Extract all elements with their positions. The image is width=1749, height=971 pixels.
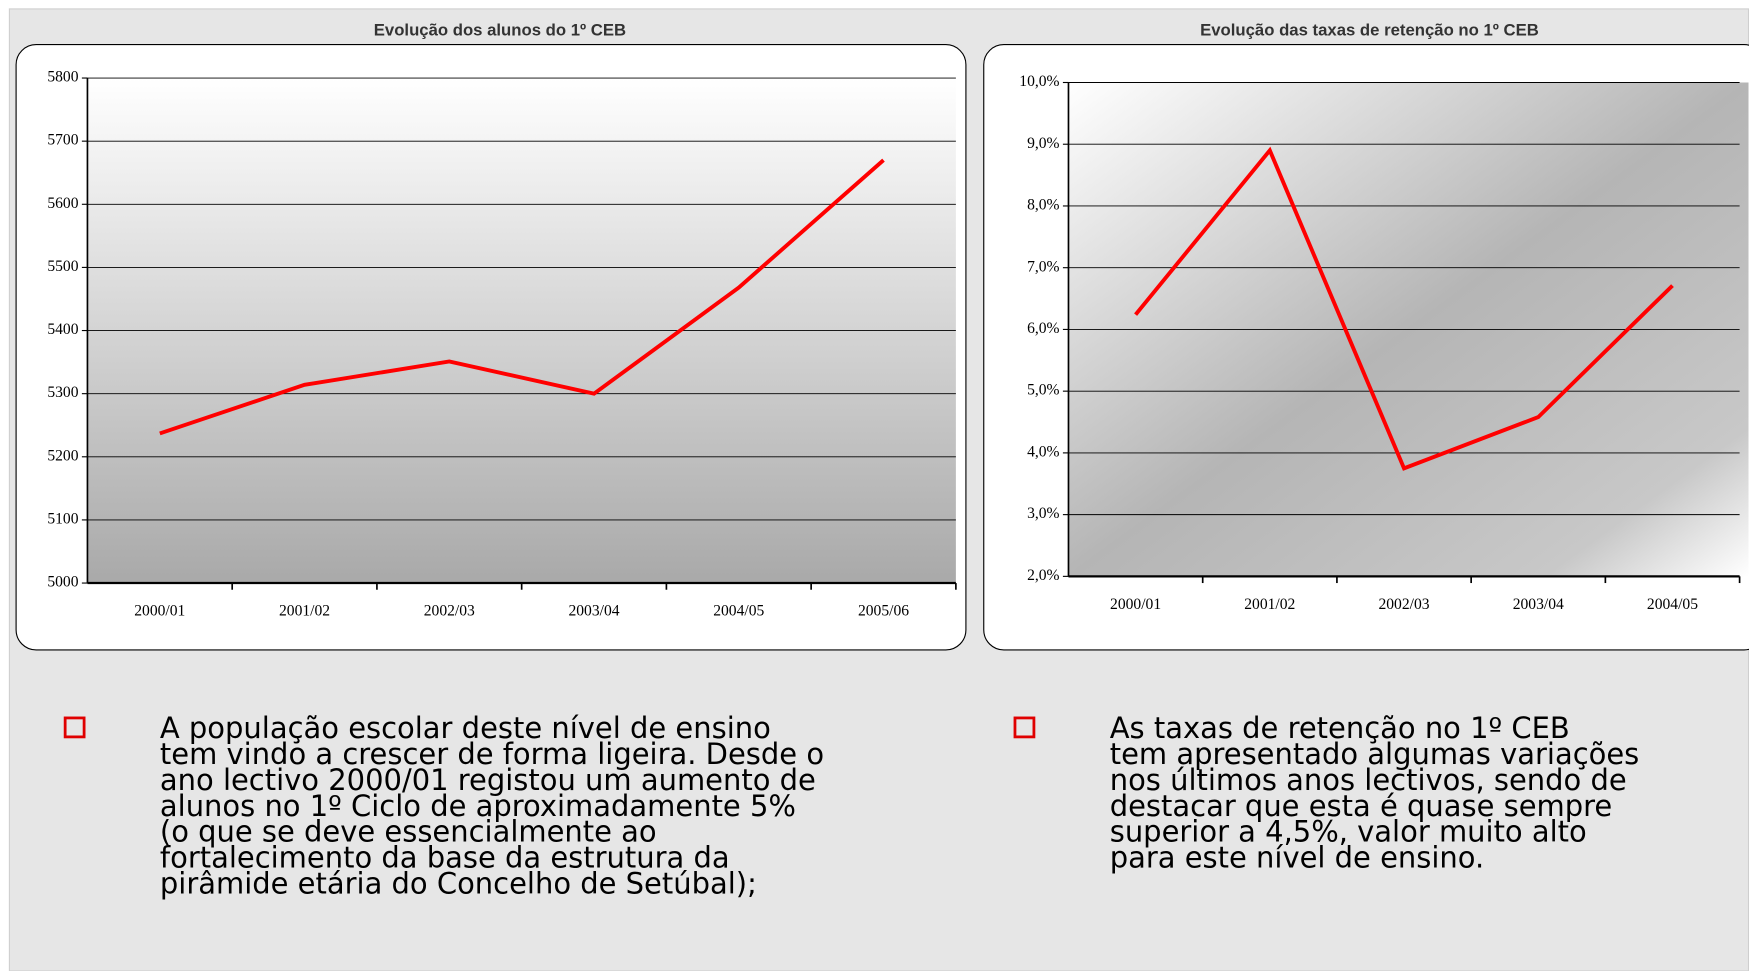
y-tick-label: 5400 (47, 321, 78, 338)
chart-title: Evolução das taxas de retenção no 1º CEB (1200, 21, 1539, 40)
y-tick-label: 5800 (47, 69, 78, 86)
y-tick-label: 6,0% (1027, 320, 1059, 337)
x-tick-label: 2004/05 (713, 603, 764, 620)
bullet-text: nos últimos anos lectivos, sendo de (1110, 763, 1627, 797)
bullet-marker (1013, 716, 1036, 739)
bullet-text: ano lectivo 2000/01 registou um aumento … (160, 763, 816, 797)
x-tick-label: 2001/02 (1244, 596, 1295, 613)
y-tick-label: 2,0% (1027, 567, 1059, 584)
x-tick-label: 2002/03 (1378, 596, 1429, 613)
bullet-text: para este nível de ensino. (1110, 841, 1484, 875)
y-tick-label: 5600 (47, 195, 78, 212)
bullet-text: (o que se deve essencialmente ao (160, 815, 657, 849)
data-line (1134, 146, 1674, 471)
bullet-text: destacar que esta é quase sempre (1110, 789, 1613, 823)
y-tick-label: 7,0% (1027, 258, 1059, 275)
data-line (159, 158, 885, 436)
y-tick-label: 5300 (47, 384, 78, 401)
bullet-text: fortalecimento da base da estrutura da (160, 841, 730, 875)
bullet-text: A população escolar deste nível de ensin… (160, 711, 771, 745)
bullet-text: alunos no 1º Ciclo de aproximadamente 5% (160, 789, 796, 823)
bullet-text: tem vindo a crescer de forma ligeira. De… (160, 737, 824, 771)
chart-title: Evolução dos alunos do 1º CEB (374, 21, 626, 40)
y-tick-label: 5700 (47, 132, 78, 149)
y-tick-label: 4,0% (1027, 443, 1059, 460)
x-tick-label: 2003/04 (1513, 596, 1564, 613)
x-tick-label: 2000/01 (1110, 596, 1161, 613)
bullet-text: tem apresentado algumas variações (1110, 737, 1640, 771)
x-tick-label: 2002/03 (424, 603, 475, 620)
y-tick-label: 5100 (47, 510, 78, 527)
y-tick-label: 5,0% (1027, 382, 1059, 399)
bullet-marker (63, 716, 86, 739)
y-tick-label: 5500 (47, 258, 78, 275)
y-tick-label: 8,0% (1027, 197, 1059, 214)
x-tick-label: 2005/06 (858, 603, 909, 620)
bullet-text: pirâmide etária do Concelho de Setúbal); (160, 866, 757, 900)
bullet-text: superior a 4,5%, valor muito alto (1110, 815, 1587, 849)
bullet-text: As taxas de retenção no 1º CEB (1110, 711, 1570, 745)
x-tick-label: 2001/02 (279, 603, 330, 620)
y-tick-label: 10,0% (1019, 73, 1059, 90)
y-tick-label: 3,0% (1027, 505, 1059, 522)
y-tick-label: 9,0% (1027, 135, 1059, 152)
y-tick-label: 5000 (47, 574, 78, 591)
x-tick-label: 2004/05 (1647, 596, 1698, 613)
x-tick-label: 2000/01 (134, 603, 185, 620)
y-tick-label: 5200 (47, 447, 78, 464)
x-tick-label: 2003/04 (568, 603, 619, 620)
